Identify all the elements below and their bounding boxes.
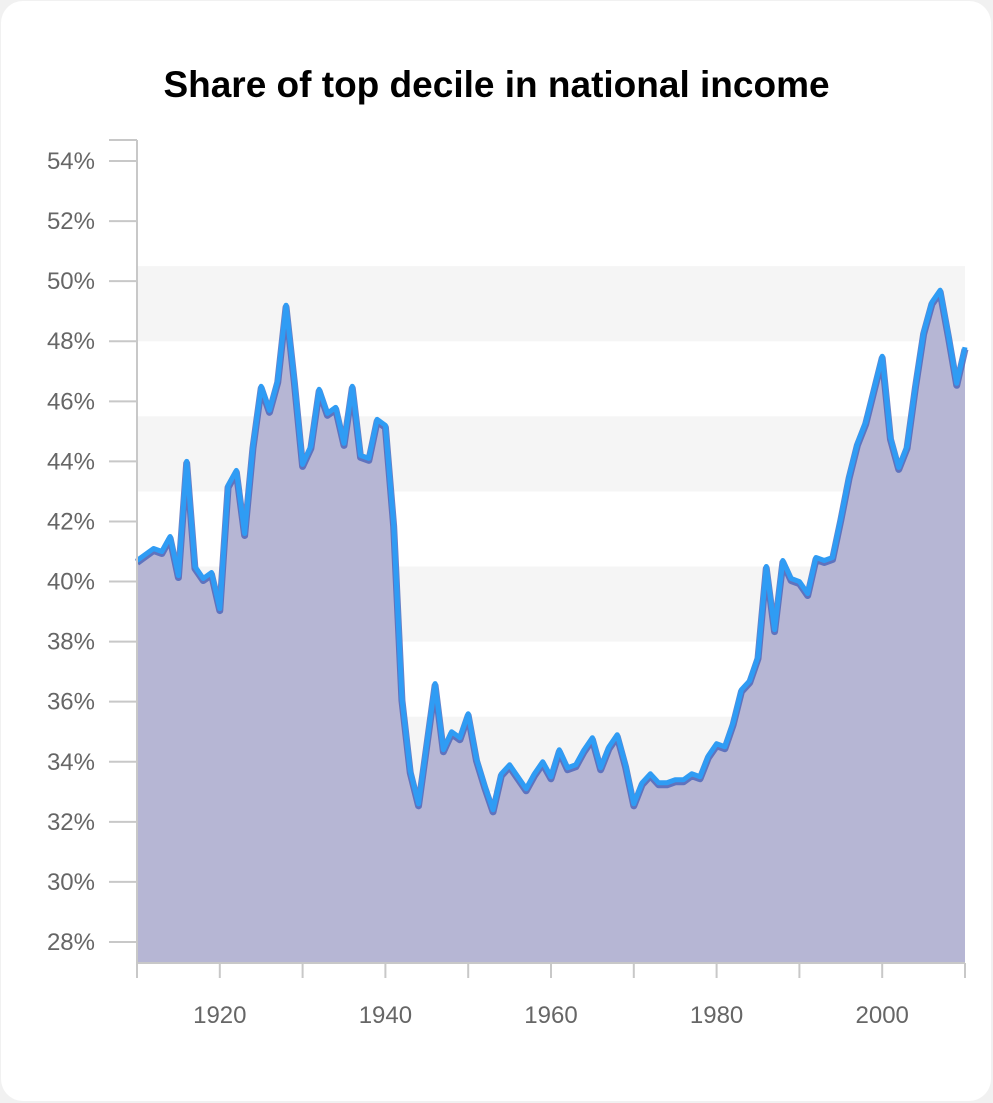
y-tick-label: 42%: [47, 508, 95, 535]
y-tick-label: 44%: [47, 448, 95, 475]
x-tick-label: 2000: [856, 1002, 909, 1029]
y-tick-label: 46%: [47, 388, 95, 415]
grid-band: [137, 266, 965, 342]
y-tick-label: 50%: [47, 268, 95, 295]
y-tick-label: 28%: [47, 929, 95, 956]
x-tick-label: 1960: [524, 1002, 577, 1029]
y-tick-label: 38%: [47, 629, 95, 656]
x-tick-label: 1980: [690, 1002, 743, 1029]
y-tick-label: 48%: [47, 328, 95, 355]
y-tick-label: 54%: [47, 148, 95, 175]
y-tick-label: 30%: [47, 869, 95, 896]
y-axis-ticks: 28% 30% 32% 34% 36% 38% 40% 42% 44% 46% 48% 50% 52% 5…: [47, 148, 137, 956]
y-tick-label: 36%: [47, 689, 95, 716]
area-fill: [137, 290, 965, 963]
y-tick-label: 32%: [47, 809, 95, 836]
chart-title: Share of top decile in national income: [163, 64, 830, 105]
x-tick-label: 1920: [193, 1002, 246, 1029]
y-tick-label: 40%: [47, 569, 95, 596]
x-axis-ticks: 1920 1940 1960 1980 2000: [136, 963, 966, 1029]
y-tick-label: 52%: [47, 208, 95, 235]
series-line: [135, 287, 968, 813]
x-tick-label: 1940: [359, 1002, 412, 1029]
y-tick-label: 34%: [47, 749, 95, 776]
